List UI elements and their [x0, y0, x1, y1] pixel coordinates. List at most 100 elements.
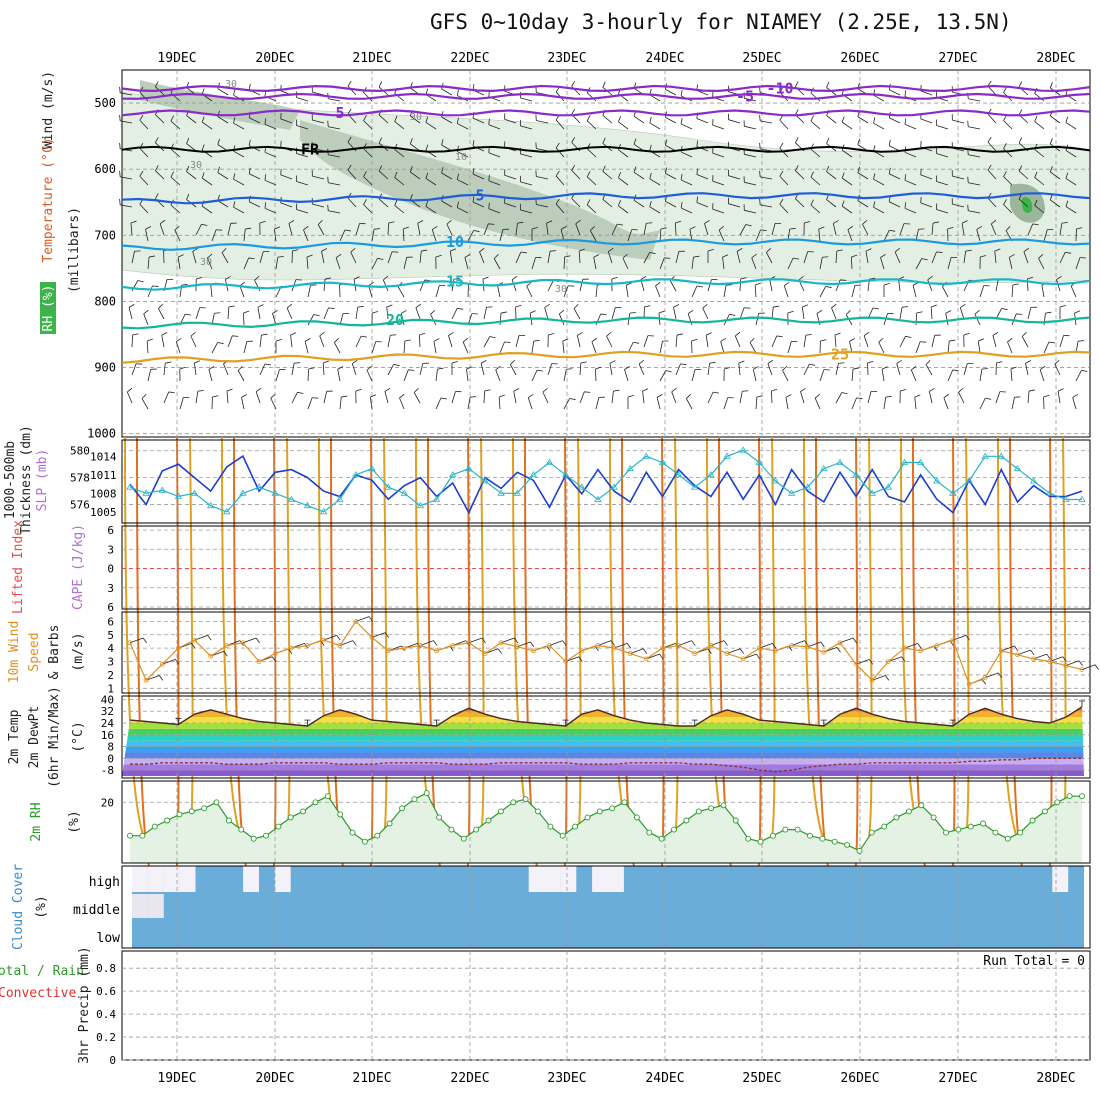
wind-barb-35-flag: [680, 89, 683, 96]
wind-barb-531-flag: [945, 310, 952, 314]
wind-barb-371-flag: [306, 254, 313, 258]
wind-barb-695-flag: [686, 393, 691, 399]
wind-barb-640-flag: [767, 359, 774, 365]
slp-point-6: [223, 508, 231, 515]
wind-barb-201: [457, 179, 469, 186]
wind-barb-140-flag: [441, 139, 444, 146]
wind-barb-479: [1070, 285, 1077, 298]
wind10m-barb-3-flag: [191, 643, 196, 649]
wind-barb-1: [139, 91, 149, 102]
wind-barb-526-flag: [872, 307, 879, 310]
wind-barb-546-flag: [232, 335, 239, 337]
wind-barb-42-flag: [795, 81, 799, 87]
wind-barb-646-flag: [867, 360, 874, 364]
wind-barb-719-flag: [1072, 393, 1079, 398]
upper-ylabel-temp-line-0: Temperature (°C): [41, 137, 56, 262]
wind-barb-289-flag: [904, 202, 907, 209]
wind-barb-395-flag: [693, 255, 700, 258]
temp-ylabel-2-line-0: 2m DewPt: [27, 706, 42, 769]
wind-barb-163: [810, 148, 821, 158]
wind-barb-62: [155, 114, 165, 124]
wind-barb-334-flag: [675, 220, 682, 224]
wind-barb-137: [394, 149, 405, 158]
wind-point-26: [547, 643, 552, 648]
wind-barb-509: [595, 313, 602, 326]
wind-barb-638-flag: [738, 360, 745, 364]
wind-barb-321: [467, 230, 474, 242]
wind-barb-109: [904, 123, 917, 130]
wind-barb-716: [1027, 391, 1030, 404]
wind-barb-700: [770, 390, 773, 404]
wind-barb-707-flag: [885, 395, 892, 398]
wind-barb-347: [883, 230, 890, 242]
wind-barb-514-flag: [673, 304, 680, 308]
wind-barb-670-flag: [297, 391, 304, 394]
wind-barb-490-flag: [286, 303, 293, 309]
wind-barb-102-flag: [795, 109, 799, 115]
temp-ylabel-3-line-0: (6hr Min/Max): [47, 686, 62, 788]
temp-ylabel-1: 2m Temp: [7, 709, 22, 764]
wind-barb-98: [728, 119, 741, 124]
wind-barb-575-flag: [691, 338, 698, 342]
wind-barb-455-flag: [696, 285, 703, 288]
wind-barb-229-flag: [904, 174, 907, 181]
wind-barb-645: [851, 369, 854, 382]
wind-barb-457-flag: [726, 284, 733, 286]
wind10m-barb-45-flag: [868, 659, 874, 665]
wind-barb-470-flag: [927, 275, 933, 281]
wind-barb-453-flag: [655, 281, 661, 287]
wind-barb-503: [499, 313, 502, 326]
wind-barb-129: [264, 151, 277, 158]
wind-barb-387-flag: [564, 255, 571, 258]
wind10m-barb-38-flag: [755, 653, 761, 660]
wind-barb-412-flag: [965, 249, 972, 252]
wind-barb-396-flag: [707, 249, 714, 252]
wind-barb-189-flag: [264, 174, 267, 181]
wind-barb-344-flag: [833, 220, 839, 224]
rh-point-44: [671, 826, 677, 833]
wind-barb-298: [1050, 199, 1061, 208]
upper-ylabel-rh: RH (%): [41, 285, 56, 332]
wind-barb-60-flag: [119, 114, 121, 121]
wind-barb-16-flag: [378, 81, 383, 88]
wind-barb-459-flag: [755, 282, 761, 286]
wind-barb-229: [904, 179, 917, 186]
wind-point-7: [240, 640, 246, 646]
precip-run-total: Run Total = 0: [983, 954, 1085, 969]
wind-barb-83: [488, 124, 501, 130]
wind-barb-442-flag: [482, 276, 489, 280]
wind-barb-562-flag: [489, 336, 496, 339]
wind-barb-268: [571, 198, 581, 208]
wind-barb-198-flag: [409, 166, 413, 173]
wind-barb-661: [141, 398, 149, 410]
wind-barb-461-flag: [784, 281, 790, 286]
wind-barb-617: [403, 369, 409, 382]
wind-barb-308-flag: [259, 220, 266, 224]
wind-barb-380-flag: [450, 248, 456, 252]
wind-barb-563-flag: [504, 341, 511, 343]
wind-point-10: [288, 645, 294, 651]
wind-barb-547: [243, 341, 248, 354]
wind-barb-677-flag: [399, 393, 405, 399]
wind-point-38: [740, 656, 746, 662]
wind-barb-400-flag: [766, 247, 771, 253]
wind-barb-560-flag: [448, 331, 454, 336]
slp-point-58: [1062, 495, 1070, 502]
wind-barb-186-flag: [217, 166, 220, 173]
series-SLP: [129, 449, 1082, 513]
wind-ytick-5: 5: [107, 629, 114, 642]
wind-barb-230: [920, 174, 933, 180]
wind-barb-192: [312, 175, 325, 180]
wind-barb-579-flag: [749, 338, 755, 343]
cloud-ylabel-1: Cloud Cover: [11, 864, 26, 950]
slp-point-42: [803, 483, 812, 490]
wind-barb-585-flag: [849, 338, 856, 342]
wind-barb-562: [483, 336, 491, 348]
wind-barb-670: [291, 392, 298, 404]
wind-barb-706: [867, 391, 872, 404]
wind-barb-135: [363, 148, 373, 158]
wind-barb-302: [159, 223, 165, 236]
slp-point-20: [448, 471, 457, 478]
wind-barb-313: [339, 229, 346, 242]
wind-ylabel-1-line-0: 10m Wind: [7, 621, 22, 684]
